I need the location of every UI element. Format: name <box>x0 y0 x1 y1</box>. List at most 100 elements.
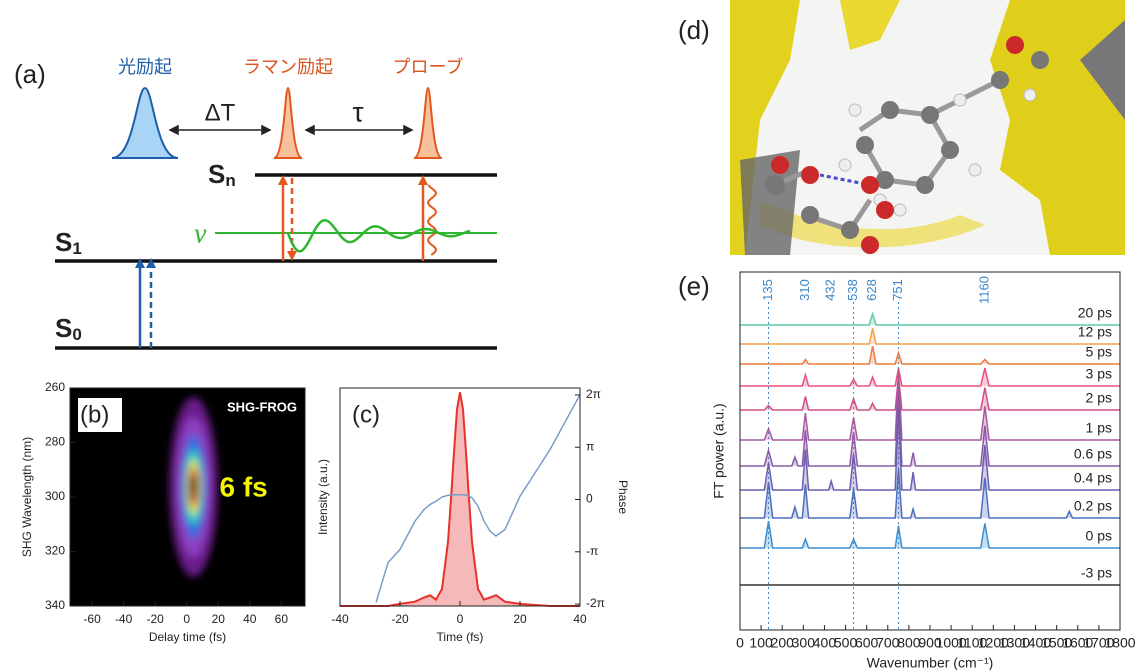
peak-label: 432 <box>823 279 838 301</box>
x-tick-label: 60 <box>275 612 289 626</box>
trace-fill <box>740 314 1120 325</box>
trace <box>740 376 1120 410</box>
trace-fill <box>740 373 1120 440</box>
x-tick-label: -20 <box>146 612 164 626</box>
trace-fill <box>740 376 1120 410</box>
series-label: 0.4 ps <box>1074 470 1112 486</box>
state-name: S <box>55 313 72 343</box>
trace-fill <box>740 521 1120 548</box>
x-tick-label: 20 <box>212 612 226 626</box>
trace <box>740 314 1120 325</box>
x-axis-label: Delay time (fs) <box>149 630 226 644</box>
figure: (a) 光励起 ラマン励起 プローブ ΔT τ Sn S1 S0 ν (d) <box>0 0 1141 670</box>
state-label: S1 <box>55 227 82 259</box>
trace-fill <box>740 388 1120 466</box>
series-label: 0.6 ps <box>1074 446 1112 462</box>
panel-label: (a) <box>14 59 46 89</box>
x-tick-label: 0 <box>457 612 464 626</box>
y-axis-label: Intensity (a.u.) <box>316 459 330 535</box>
x-tick-label: 40 <box>243 612 257 626</box>
x-tick-label: 300 <box>792 635 816 651</box>
peak-label: 751 <box>890 279 905 301</box>
x-tick-label: 400 <box>813 635 837 651</box>
y2-tick-label: 2π <box>586 387 601 401</box>
x-tick-label: -40 <box>115 612 133 626</box>
y2-tick-label: -π <box>586 544 598 558</box>
trace <box>740 368 1120 386</box>
peak-label: 135 <box>760 279 775 301</box>
y-tick-label: 300 <box>45 489 65 503</box>
pulse-label: ラマン励起 <box>243 57 333 77</box>
pulse <box>112 88 178 158</box>
pulse <box>274 88 302 158</box>
state-name: S <box>208 159 225 189</box>
trace-fill <box>740 328 1120 344</box>
x-axis-label: Wavenumber (cm⁻¹) <box>867 655 994 670</box>
x-axis-label: Time (fs) <box>437 630 484 644</box>
trace-fill <box>740 368 1120 386</box>
x-tick-label: 700 <box>876 635 900 651</box>
mode-label: ν <box>194 218 207 249</box>
vibration-wave <box>288 220 470 251</box>
trace <box>740 521 1120 548</box>
x-tick-label: 200 <box>771 635 795 651</box>
series-label: 20 ps <box>1078 305 1112 321</box>
panel-label: (e) <box>678 271 710 301</box>
frog-trace <box>170 397 218 577</box>
state-label: Sn <box>208 159 236 191</box>
trace <box>740 373 1120 440</box>
trace <box>740 328 1120 344</box>
x-tick-label: -60 <box>83 612 101 626</box>
peak-label: 538 <box>845 279 860 301</box>
y-tick-label: 280 <box>45 435 65 449</box>
y-tick-label: 320 <box>45 544 65 558</box>
state-label: S0 <box>55 313 82 345</box>
state-sub: 1 <box>72 239 81 258</box>
energy-diagram: (a) 光励起 ラマン励起 プローブ ΔT τ Sn S1 S0 ν <box>14 56 497 348</box>
panel-label: (d) <box>678 15 710 45</box>
y-tick-label: 260 <box>45 380 65 394</box>
trace <box>740 469 1120 518</box>
trace <box>740 346 1120 364</box>
series-label: 3 ps <box>1086 366 1112 382</box>
x-tick-label: 1800 <box>1104 635 1135 651</box>
series-label: 0.2 ps <box>1074 498 1112 514</box>
pulse-label: プローブ <box>393 56 464 77</box>
pulse <box>414 88 442 158</box>
y2-tick-label: π <box>586 439 594 453</box>
y-axis-label: FT power (a.u.) <box>711 403 727 498</box>
peak-label: 628 <box>864 279 879 301</box>
trace-fill <box>740 469 1120 518</box>
y2-tick-label: -2π <box>586 596 605 610</box>
line <box>376 395 580 603</box>
pulse-label: 光励起 <box>118 57 172 77</box>
series-label: 2 ps <box>1086 390 1112 406</box>
annotation: 6 fs <box>220 471 268 502</box>
series-label: 1 ps <box>1086 420 1112 436</box>
series-label: 5 ps <box>1086 344 1112 360</box>
panel-label: (c) <box>352 401 380 428</box>
panel-label: (b) <box>80 401 109 428</box>
frog-contour <box>191 475 197 499</box>
x-tick-label: 40 <box>573 612 587 626</box>
state-sub: n <box>225 171 235 190</box>
y-tick-label: 340 <box>45 598 65 612</box>
protein-structure-image <box>730 0 1125 255</box>
x-tick-label: 20 <box>513 612 527 626</box>
series-label: -3 ps <box>1081 565 1112 581</box>
x-tick-label: -20 <box>391 612 409 626</box>
x-tick-label: 800 <box>897 635 921 651</box>
x-tick-label: 500 <box>834 635 858 651</box>
trace-fill <box>740 346 1120 364</box>
trace <box>740 388 1120 466</box>
y2-tick-label: 0 <box>586 492 593 506</box>
x-tick-label: 0 <box>736 635 744 651</box>
x-tick-label: 100 <box>749 635 773 651</box>
state-name: S <box>55 227 72 257</box>
x-tick-label: -40 <box>331 612 349 626</box>
delay-label: τ <box>352 96 363 127</box>
series-label: 0 ps <box>1086 528 1112 544</box>
y-axis-label: SHG Wavelength (nm) <box>20 437 34 557</box>
annotation: SHG-FROG <box>227 399 297 414</box>
series-label: 12 ps <box>1078 324 1112 340</box>
